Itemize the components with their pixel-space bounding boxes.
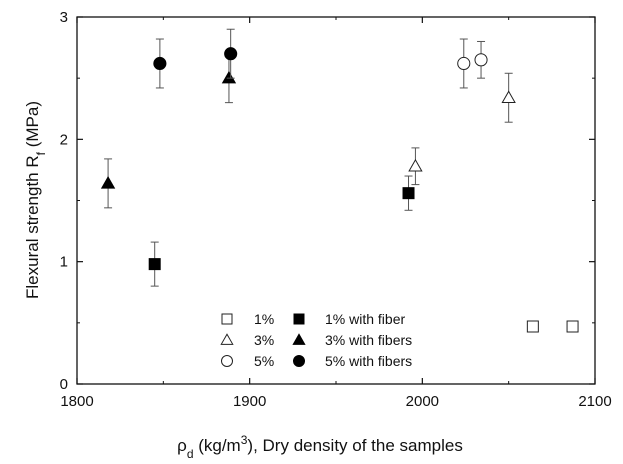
y-axis-label: Flexural strength Rf (MPa) [23, 101, 48, 299]
y-tick-label: 2 [60, 131, 68, 148]
tick-labels: 1800 1900 2000 2100 0 1 2 3 [60, 9, 612, 410]
y-tick-label: 1 [60, 254, 68, 271]
data-markers [100, 28, 579, 333]
legend-marker [221, 313, 233, 325]
legend-label: 1% with fiber [325, 311, 405, 327]
data-point [153, 56, 167, 71]
data-point [224, 47, 238, 61]
data-point [100, 176, 116, 189]
legend-marker [220, 333, 234, 345]
axis-ticks [76, 16, 596, 385]
data-point [408, 158, 423, 172]
y-tick-label: 3 [60, 9, 68, 26]
x-tick-label: 1800 [60, 393, 93, 410]
y-tick-label: 0 [60, 376, 68, 393]
x-axis-label: ρd (kg/m3), Dry density of the samples [177, 433, 463, 461]
legend: 1% 3% 5% 1% with fiber 3% with fibers 5% with… [220, 311, 412, 369]
plot-area [76, 16, 596, 385]
x-tick-label: 2100 [578, 393, 611, 410]
legend-label: 3% [254, 332, 274, 348]
data-point [221, 70, 237, 84]
legend-marker [293, 355, 305, 367]
legend-label: 5% with fibers [325, 353, 412, 369]
data-point [566, 320, 579, 333]
legend-label: 5% [254, 353, 274, 369]
x-tick-label: 1900 [233, 393, 266, 410]
plot-border [76, 16, 596, 385]
legend-marker [221, 355, 233, 367]
legend-label: 1% [254, 311, 274, 327]
data-point [402, 187, 415, 200]
legend-label: 3% with fibers [325, 332, 412, 348]
data-point [526, 320, 539, 333]
legend-marker [292, 333, 306, 345]
legend-marker [293, 313, 305, 325]
data-point [457, 56, 471, 71]
x-tick-label: 2000 [406, 393, 439, 410]
data-point [501, 90, 516, 103]
data-point [148, 258, 161, 271]
data-point [474, 53, 488, 67]
